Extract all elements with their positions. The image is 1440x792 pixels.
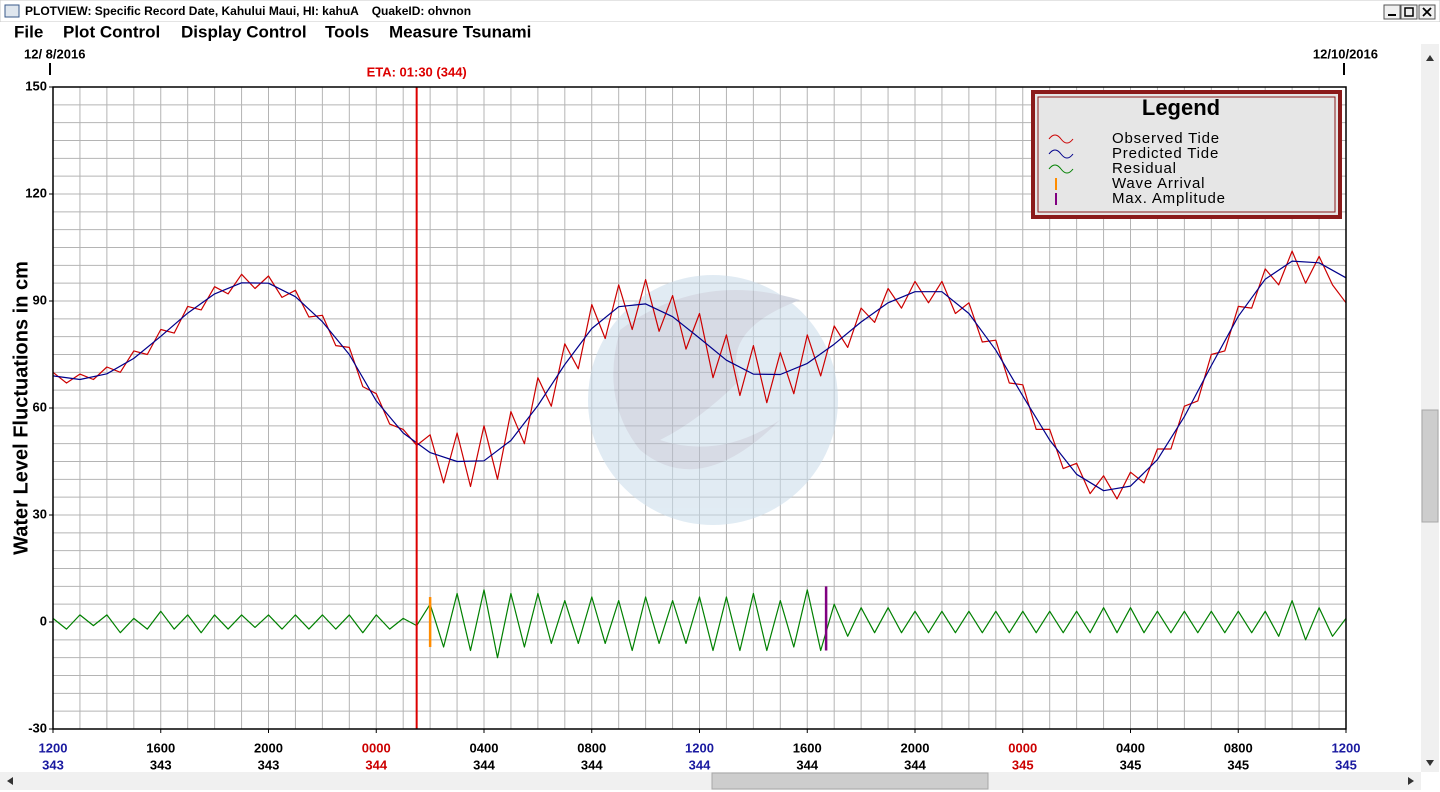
vertical-scroll-thumb[interactable] <box>1421 409 1439 523</box>
menu-item[interactable]: Measure Tsunami <box>389 22 531 41</box>
vertical-scrollbar[interactable] <box>1421 44 1439 772</box>
x-tick-day: 343 <box>150 757 172 772</box>
x-tick-day: 345 <box>1120 757 1142 772</box>
legend-swatch <box>1048 134 1074 144</box>
x-tick-label: 0800 <box>1224 740 1253 755</box>
app-icon <box>4 4 20 18</box>
scroll-left-arrow[interactable] <box>7 777 13 785</box>
x-tick-day: 344 <box>796 757 818 772</box>
legend-swatch <box>1048 149 1074 159</box>
x-tick-day: 343 <box>42 757 64 772</box>
y-tick-label: 60 <box>33 399 47 414</box>
x-tick-day: 345 <box>1335 757 1357 772</box>
legend-swatch <box>1048 164 1074 174</box>
maximize-glyph <box>1404 7 1414 17</box>
x-tick-day: 343 <box>258 757 280 772</box>
y-axis-label: Water Level Fluctuations in cm <box>10 261 32 555</box>
menu-bar <box>0 22 1440 44</box>
x-tick-day: 344 <box>904 757 926 772</box>
x-tick-label: 1600 <box>793 740 822 755</box>
minimize-button[interactable] <box>1383 4 1401 20</box>
horizontal-scroll-thumb[interactable] <box>711 772 989 790</box>
plot <box>52 87 1347 729</box>
scroll-right-arrow[interactable] <box>1408 777 1414 785</box>
x-tick-label: 0400 <box>1116 740 1145 755</box>
watermark-emblem <box>613 290 800 470</box>
y-tick-label: 30 <box>33 506 47 521</box>
x-tick-label: 1600 <box>146 740 175 755</box>
menu-item[interactable]: Tools <box>325 22 369 41</box>
y-tick-label: 120 <box>25 185 47 200</box>
x-tick-label: 0800 <box>577 740 606 755</box>
y-tick-label: -30 <box>28 720 47 735</box>
horizontal-scrollbar[interactable] <box>0 772 1421 790</box>
y-tick-label: 90 <box>33 292 47 307</box>
window-buttons <box>1383 4 1436 20</box>
x-tick-label: 0000 <box>1008 740 1037 755</box>
maximize-button[interactable] <box>1400 4 1418 20</box>
y-tick-label: 0 <box>40 613 47 628</box>
x-tick-day: 345 <box>1012 757 1034 772</box>
x-tick-label: 1200 <box>39 740 68 755</box>
scroll-up-arrow[interactable] <box>1426 55 1434 61</box>
window-title: PLOTVIEW: Specific Record Date, Kahului … <box>25 4 471 18</box>
x-tick-day: 344 <box>473 757 495 772</box>
x-tick-day: 344 <box>365 757 387 772</box>
legend-label: Wave Arrival <box>1112 175 1205 192</box>
menu-item[interactable]: File <box>14 22 43 41</box>
x-tick-label: 0000 <box>362 740 391 755</box>
legend-box <box>1031 90 1342 219</box>
x-tick-label: 2000 <box>901 740 930 755</box>
legend-label: Max. Amplitude <box>1112 190 1226 207</box>
close-glyph <box>1422 7 1432 17</box>
menu: File Plot Control Display Control Tools Meas… <box>14 22 531 41</box>
x-tick-label: 1200 <box>685 740 714 755</box>
menu-item[interactable]: Display Control <box>181 22 307 41</box>
legend: Legend <box>1031 90 1342 219</box>
end-date: 12/10/2016 <box>1313 46 1378 61</box>
legend-inner-border <box>1037 96 1336 213</box>
series-line <box>52 250 1347 500</box>
x-tick-day: 344 <box>581 757 603 772</box>
scroll-down-arrow[interactable] <box>1426 760 1434 766</box>
series-line <box>52 260 1347 492</box>
series-line <box>52 589 1347 659</box>
x-tick-label: 1200 <box>1332 740 1361 755</box>
eta-label: ETA: 01:30 (344) <box>367 64 467 79</box>
y-tick-label: 150 <box>25 78 47 93</box>
start-date: 12/ 8/2016 <box>24 46 85 61</box>
legend-title: Legend <box>1142 95 1220 120</box>
watermark <box>588 275 838 525</box>
x-tick-day: 345 <box>1227 757 1249 772</box>
legend-label: Observed Tide <box>1112 130 1220 147</box>
x-tick-label: 0400 <box>470 740 499 755</box>
legend-label: Predicted Tide <box>1112 145 1219 162</box>
x-tick-label: 2000 <box>254 740 283 755</box>
menu-item[interactable]: Plot Control <box>63 22 160 41</box>
x-tick-day: 344 <box>689 757 711 772</box>
legend-label: Residual <box>1112 160 1177 177</box>
